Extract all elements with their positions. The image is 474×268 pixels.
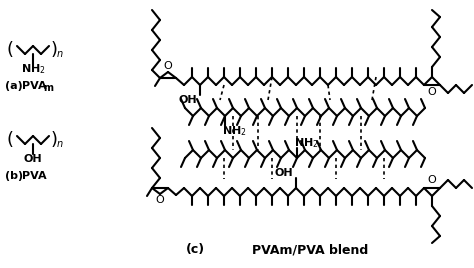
Text: ): ) <box>51 41 57 59</box>
Text: (c): (c) <box>185 244 205 256</box>
Text: (b): (b) <box>5 171 23 181</box>
Text: n: n <box>57 139 63 149</box>
Text: OH: OH <box>274 168 293 178</box>
Text: NH$_2$: NH$_2$ <box>21 62 46 76</box>
Text: O: O <box>155 195 164 205</box>
Text: (: ( <box>7 41 13 59</box>
Text: (a): (a) <box>5 81 23 91</box>
Text: PVAm/PVA blend: PVAm/PVA blend <box>252 244 368 256</box>
Text: m: m <box>43 83 53 93</box>
Text: PVA: PVA <box>22 81 46 91</box>
Text: O: O <box>428 87 437 97</box>
Text: NH$_2$: NH$_2$ <box>294 136 319 150</box>
Text: n: n <box>57 49 63 59</box>
Text: O: O <box>164 61 173 71</box>
Text: NH$_2$: NH$_2$ <box>222 124 246 138</box>
Text: (: ( <box>7 131 13 149</box>
Text: OH: OH <box>178 95 197 105</box>
Text: PVA: PVA <box>22 171 46 181</box>
Text: O: O <box>428 175 437 185</box>
Text: ): ) <box>51 131 57 149</box>
Text: OH: OH <box>24 154 42 164</box>
